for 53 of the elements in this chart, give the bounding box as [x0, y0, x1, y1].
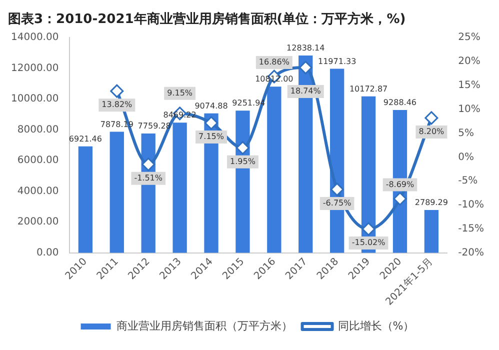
- data-label: 9288.46: [383, 98, 417, 108]
- chart-title: 图表3：2010-2021年商业营业用房销售面积(单位：万平方米，%): [8, 11, 406, 28]
- data-label: -8.69%: [386, 180, 415, 189]
- data-label: 10172.87: [349, 84, 388, 94]
- data-label: 11971.33: [318, 56, 356, 66]
- point: [330, 182, 344, 196]
- bar: [267, 86, 282, 253]
- y2-tick-label: 5%: [458, 128, 474, 139]
- y2-tick-label: -5%: [458, 176, 478, 187]
- y2-tick-label: -10%: [458, 200, 484, 211]
- data-label: 13.82%: [102, 100, 133, 110]
- data-label: 16.86%: [258, 58, 290, 67]
- legend-label: 商业营业用房销售面积（万平方米）: [116, 319, 292, 332]
- data-label: 9074.88: [194, 101, 228, 110]
- y2-tick-label: 10%: [458, 104, 480, 115]
- data-label: 18.74%: [290, 86, 322, 96]
- point: [236, 141, 250, 155]
- point: [393, 192, 407, 206]
- y-tick-label: 4000.00: [17, 186, 59, 197]
- point: [204, 116, 218, 130]
- y2-tick-label: 15%: [458, 80, 480, 92]
- data-label: 7.15%: [198, 132, 224, 142]
- point: [362, 222, 376, 236]
- y2-tick-label: 0%: [458, 152, 474, 163]
- y-tick-label: 0.00: [36, 247, 59, 258]
- point: [110, 84, 124, 98]
- y-tick-label: 14000.00: [10, 32, 59, 44]
- y-tick-label: 2000.00: [17, 216, 59, 228]
- y2-tick-label: 25%: [458, 32, 480, 44]
- data-label: -6.75%: [322, 198, 352, 208]
- legend-label: 同比增长（%）: [338, 319, 414, 332]
- data-label: -15.02%: [352, 238, 386, 248]
- data-label: 1.95%: [230, 156, 256, 166]
- bar: [172, 122, 187, 253]
- y-tick-label: 8000.00: [17, 124, 59, 136]
- data-label: -1.51%: [134, 173, 163, 182]
- data-label: 6921.46: [68, 134, 102, 144]
- y-tick-label: 12000.00: [10, 62, 59, 74]
- data-label: 12838.14: [286, 44, 325, 53]
- bar: [78, 146, 93, 253]
- bar: [110, 132, 124, 253]
- point: [424, 111, 438, 125]
- bar: [424, 210, 439, 253]
- y2-tick-label: -15%: [458, 224, 484, 235]
- y-tick-label: 10000.00: [10, 94, 59, 105]
- y-tick-label: 6000.00: [17, 155, 59, 166]
- y2-tick-label: 20%: [458, 56, 480, 68]
- data-label: 8.20%: [418, 127, 445, 136]
- y2-tick-label: -20%: [458, 247, 484, 258]
- data-label: 2789.29: [414, 198, 448, 208]
- point: [298, 60, 312, 74]
- data-label: 9.15%: [167, 88, 193, 98]
- point: [142, 158, 156, 172]
